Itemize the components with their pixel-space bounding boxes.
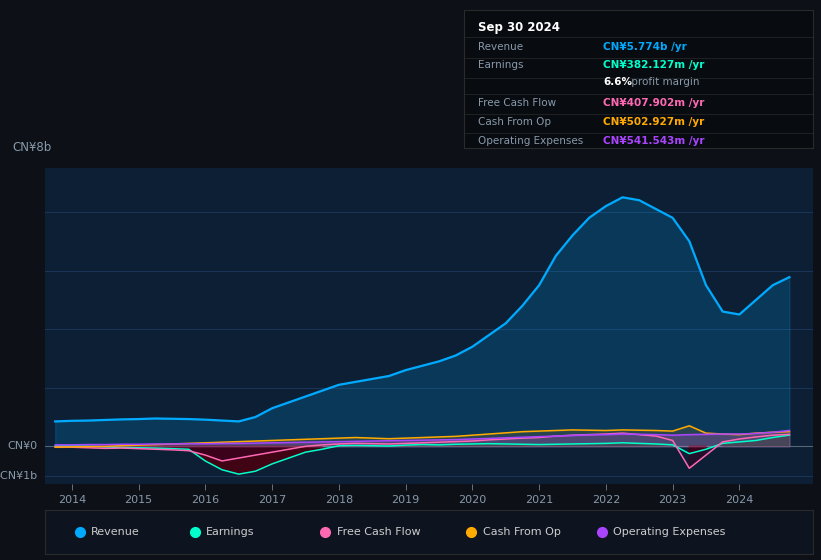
Text: Free Cash Flow: Free Cash Flow: [337, 527, 420, 537]
Text: Sep 30 2024: Sep 30 2024: [478, 21, 560, 34]
Text: Revenue: Revenue: [91, 527, 140, 537]
Text: CN¥0: CN¥0: [7, 441, 38, 451]
Text: CN¥5.774b /yr: CN¥5.774b /yr: [603, 42, 687, 52]
Text: -CN¥1b: -CN¥1b: [0, 470, 38, 480]
Text: Revenue: Revenue: [478, 42, 523, 52]
Text: CN¥407.902m /yr: CN¥407.902m /yr: [603, 97, 704, 108]
Text: Operating Expenses: Operating Expenses: [478, 136, 583, 146]
Text: CN¥541.543m /yr: CN¥541.543m /yr: [603, 136, 705, 146]
Text: Cash From Op: Cash From Op: [483, 527, 561, 537]
Text: CN¥8b: CN¥8b: [12, 141, 52, 154]
Text: CN¥382.127m /yr: CN¥382.127m /yr: [603, 60, 704, 70]
Text: Free Cash Flow: Free Cash Flow: [478, 97, 556, 108]
Text: 6.6%: 6.6%: [603, 77, 632, 87]
Text: Cash From Op: Cash From Op: [478, 117, 551, 127]
Text: profit margin: profit margin: [628, 77, 699, 87]
Text: Earnings: Earnings: [206, 527, 255, 537]
Text: CN¥502.927m /yr: CN¥502.927m /yr: [603, 117, 704, 127]
Text: Operating Expenses: Operating Expenses: [613, 527, 726, 537]
Text: Earnings: Earnings: [478, 60, 523, 70]
